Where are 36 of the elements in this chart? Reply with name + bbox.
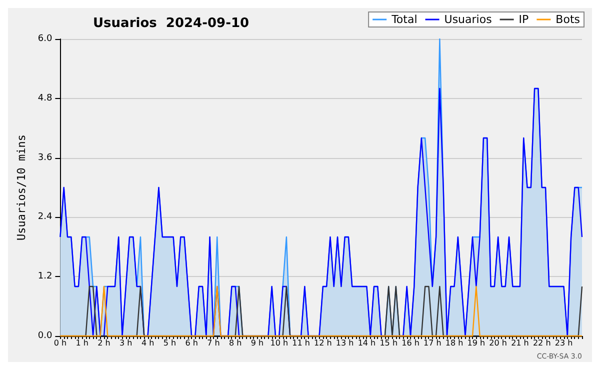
y-tick-label: 6.0: [38, 34, 52, 44]
x-tick-label: 6 h: [185, 338, 198, 348]
x-tick-label: 19 h: [467, 338, 486, 348]
x-tick-label: 0 h: [54, 338, 67, 348]
y-tick-label: 1.2: [38, 272, 52, 282]
x-tick-label: 4 h: [141, 338, 154, 348]
x-tick-label: 17 h: [424, 338, 442, 348]
chart-title: Usuarios 2024-09-10: [93, 16, 250, 31]
x-tick-label: 10 h: [270, 338, 288, 348]
x-tick-label: 23 h: [554, 338, 573, 348]
x-tick-label: 14 h: [358, 338, 376, 348]
x-tick-label: 2 h: [98, 338, 110, 348]
legend-label: IP: [518, 13, 530, 26]
legend-label: Total: [390, 13, 418, 26]
x-tick-label: 8 h: [229, 338, 242, 348]
x-tick-label: 18 h: [445, 338, 464, 348]
x-tick-label: 7 h: [207, 338, 220, 348]
x-tick-label: 15 h: [380, 338, 398, 348]
x-tick-label: 13 h: [336, 338, 354, 348]
legend-label: Usuarios: [444, 13, 492, 26]
x-tick-label: 16 h: [402, 338, 420, 348]
x-tick-label: 21 h: [511, 338, 529, 348]
x-tick-label: 12 h: [314, 338, 332, 348]
y-tick-label: 3.6: [38, 152, 52, 163]
x-tick-label: 9 h: [250, 338, 264, 348]
x-tick-label: 22 h: [532, 338, 551, 348]
legend-label: Bots: [556, 13, 580, 26]
y-tick-label: 2.4: [38, 212, 52, 222]
x-tick-label: 1 h: [76, 338, 88, 348]
x-tick-label: 3 h: [120, 338, 132, 348]
x-tick-label: 5 h: [163, 338, 176, 348]
y-axis-title: Usuarios/10 mins: [15, 134, 28, 240]
y-tick-label: 0.0: [38, 331, 52, 341]
x-tick-label: 11 h: [292, 338, 310, 348]
y-tick-label: 4.8: [38, 93, 52, 104]
x-tick-label: 20 h: [489, 338, 507, 348]
